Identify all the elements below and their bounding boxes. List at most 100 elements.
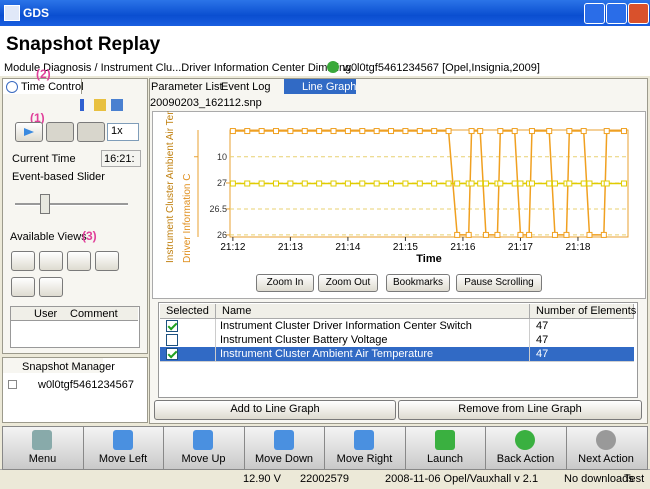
header bbox=[0, 26, 650, 76]
tool-icon[interactable] bbox=[80, 99, 84, 111]
slider-thumb[interactable] bbox=[40, 194, 50, 214]
data-point bbox=[546, 128, 553, 135]
toolbar-icon[interactable] bbox=[515, 430, 535, 450]
data-point bbox=[330, 128, 337, 135]
tab-label[interactable]: Parameter List bbox=[151, 81, 223, 93]
data-point bbox=[344, 128, 351, 135]
checkbox[interactable] bbox=[166, 348, 178, 360]
data-point bbox=[465, 231, 472, 238]
toolbar-icon[interactable] bbox=[112, 430, 133, 450]
data-point bbox=[482, 180, 489, 187]
view-button[interactable] bbox=[67, 251, 91, 271]
checkbox[interactable] bbox=[166, 334, 178, 346]
toolbar-label[interactable]: Move Down bbox=[254, 453, 314, 465]
row-count: 47 bbox=[536, 320, 549, 332]
tab-active[interactable] bbox=[284, 79, 356, 94]
add-button[interactable]: Add to Line Graph bbox=[154, 400, 396, 420]
speed-dropdown[interactable] bbox=[107, 123, 139, 141]
data-point bbox=[301, 128, 308, 135]
toolbar-icon[interactable] bbox=[434, 430, 455, 450]
tab-label[interactable]: Time Control bbox=[21, 81, 84, 93]
toolbar-label[interactable]: Menu bbox=[28, 453, 57, 465]
column-header bbox=[530, 304, 634, 319]
tree-item[interactable]: w0l0tgf5461234567 bbox=[38, 379, 135, 391]
data-point bbox=[511, 180, 518, 187]
clock-icon bbox=[6, 81, 18, 93]
data-point bbox=[566, 128, 573, 135]
tool-icon[interactable] bbox=[94, 99, 106, 111]
speed-value[interactable]: 1x bbox=[111, 125, 123, 137]
table-header bbox=[11, 307, 138, 321]
table-row[interactable]: Instrument Cluster Battery Voltage 47 bbox=[160, 333, 634, 348]
x-tick-label: 21:13 bbox=[278, 242, 303, 253]
stop-button[interactable] bbox=[77, 122, 105, 142]
tab[interactable] bbox=[3, 79, 82, 94]
data-point bbox=[373, 128, 380, 135]
view-button[interactable] bbox=[11, 251, 35, 271]
toolbar-label[interactable]: Back Action bbox=[496, 453, 555, 465]
file-name: 20090203_162112.snp bbox=[150, 97, 262, 109]
current-time: 16:21: bbox=[104, 153, 135, 165]
toolbar-label[interactable]: Move Up bbox=[181, 453, 226, 465]
toolbar-label[interactable]: Move Right bbox=[336, 453, 393, 465]
chart: 26 26.5 27 10 21:12 21:13 21:14 21:15 21:16 21:17… bbox=[165, 111, 629, 265]
status-item: 22002579 bbox=[300, 473, 349, 485]
data-point bbox=[580, 180, 587, 187]
data-point bbox=[586, 180, 593, 187]
tab-label[interactable]: Snapshot Manager bbox=[22, 361, 115, 373]
minimize-button[interactable] bbox=[584, 3, 605, 24]
status-item: Test bbox=[624, 473, 645, 485]
y-tick-label: 26.5 bbox=[209, 204, 227, 214]
graph-button[interactable]: Bookmarks bbox=[386, 274, 450, 292]
pause-button[interactable] bbox=[46, 122, 74, 142]
column-divider bbox=[215, 333, 216, 347]
graph-button[interactable]: Pause Scrolling bbox=[456, 274, 542, 292]
data-point bbox=[244, 180, 251, 187]
data-point bbox=[316, 128, 323, 135]
view-button[interactable] bbox=[11, 277, 35, 297]
column-header bbox=[216, 304, 530, 319]
play-button[interactable] bbox=[15, 122, 43, 142]
toolbar-icon[interactable] bbox=[32, 430, 52, 450]
toolbar-label[interactable]: Move Left bbox=[98, 453, 148, 465]
tab[interactable] bbox=[3, 358, 103, 373]
tool-icon[interactable] bbox=[111, 99, 123, 111]
view-button[interactable] bbox=[39, 251, 63, 271]
view-button[interactable] bbox=[39, 277, 63, 297]
table-row[interactable]: Instrument Cluster Driver Information Ce… bbox=[160, 319, 634, 334]
data-point bbox=[468, 180, 475, 187]
view-button[interactable] bbox=[95, 251, 119, 271]
remove-button[interactable]: Remove from Line Graph bbox=[398, 400, 642, 420]
x-tick-label: 21:14 bbox=[335, 242, 360, 253]
tree-expander[interactable] bbox=[8, 380, 17, 389]
tab-label[interactable]: Event Log bbox=[221, 81, 271, 93]
graph-button[interactable]: Zoom Out bbox=[318, 274, 378, 292]
vehicle-info: w0l0tgf5461234567 [Opel,Insignia,2009] bbox=[343, 62, 540, 74]
toolbar-icon[interactable] bbox=[273, 430, 294, 450]
graph-button[interactable]: Zoom In bbox=[256, 274, 314, 292]
checkbox[interactable] bbox=[166, 320, 178, 332]
column-divider bbox=[529, 333, 530, 347]
data-point bbox=[402, 180, 409, 187]
close-button[interactable] bbox=[628, 3, 649, 24]
status-item: 12.90 V bbox=[243, 473, 281, 485]
x-tick-label: 21:18 bbox=[565, 242, 590, 253]
toolbar-label[interactable]: Launch bbox=[426, 453, 464, 465]
maximize-button[interactable] bbox=[606, 3, 627, 24]
data-point bbox=[586, 231, 593, 238]
data-point bbox=[301, 180, 308, 187]
data-point bbox=[388, 128, 395, 135]
toolbar-icon[interactable] bbox=[354, 430, 374, 450]
y2-tick-label: 10 bbox=[217, 152, 227, 162]
toolbar-icon[interactable] bbox=[595, 430, 616, 450]
tab-label[interactable]: Line Graph bbox=[302, 81, 357, 93]
data-point bbox=[517, 180, 524, 187]
data-point bbox=[620, 180, 627, 187]
toolbar-label[interactable]: Next Action bbox=[578, 453, 634, 465]
time-box bbox=[101, 150, 141, 167]
table-row[interactable]: Instrument Cluster Ambient Air Temperatu… bbox=[160, 347, 634, 362]
toolbar-icon[interactable] bbox=[193, 430, 213, 450]
label: Event-based Slider bbox=[12, 171, 105, 183]
column-header-label: Selected bbox=[166, 305, 209, 317]
